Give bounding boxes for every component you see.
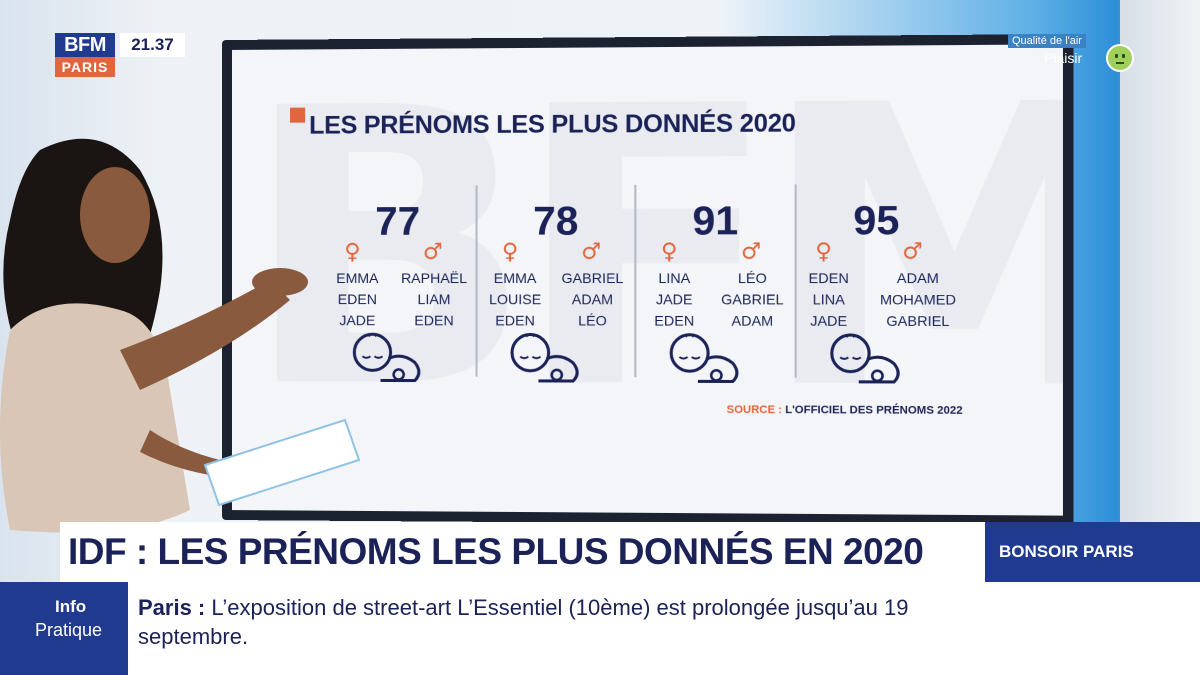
presenter-figure bbox=[0, 130, 380, 590]
show-name: BONSOIR PARIS bbox=[999, 522, 1134, 582]
baby-icon bbox=[665, 329, 747, 386]
male-icon: ♂ bbox=[423, 242, 443, 264]
male-icon: ♂ bbox=[741, 241, 761, 263]
title-square-icon bbox=[290, 108, 305, 123]
male-icon: ♂ bbox=[902, 241, 923, 263]
column-divider bbox=[476, 185, 478, 376]
department-number: 91 bbox=[638, 199, 792, 245]
source-text: L'OFFICIEL DES PRÉNOMS 2022 bbox=[785, 404, 962, 417]
department-columns: 77 ♀ ♂ EMMA EDEN JADE RAPHAËL LIAM EDEN bbox=[322, 188, 1061, 393]
show-badge: BONSOIR PARIS bbox=[985, 522, 1200, 582]
boy-name: ADAM bbox=[871, 268, 965, 289]
girl-name: EMMA bbox=[480, 268, 551, 289]
air-quality-value: Plaisir bbox=[1044, 50, 1082, 66]
boy-names: LÉO GABRIEL ADAM bbox=[716, 268, 788, 332]
boy-name: LIAM bbox=[399, 289, 470, 310]
logo-top: BFM bbox=[55, 33, 115, 57]
female-icon: ♀ bbox=[815, 241, 832, 263]
male-icon: ♂ bbox=[581, 242, 601, 264]
clock: 21.37 bbox=[120, 33, 185, 57]
boy-name: RAPHAËL bbox=[399, 268, 470, 289]
girl-names: LINA JADE EDEN bbox=[638, 268, 710, 332]
air-quality-title: Qualité de l'air bbox=[1008, 34, 1086, 48]
girl-name: EDEN bbox=[793, 268, 865, 289]
baby-icon bbox=[506, 328, 587, 385]
column-divider bbox=[634, 185, 636, 377]
ticker-text: Paris : L’exposition de street-art L’Ess… bbox=[138, 593, 968, 651]
female-icon: ♀ bbox=[661, 241, 678, 263]
girl-name: JADE bbox=[638, 289, 710, 310]
girl-name: LINA bbox=[638, 268, 710, 289]
ticker-label: Info Pratique bbox=[0, 582, 128, 675]
boy-names: ADAM MOHAMED GABRIEL bbox=[871, 268, 965, 332]
smiley-icon bbox=[1106, 44, 1134, 72]
boy-name: LÉO bbox=[716, 268, 788, 289]
department-column: 78 ♀ ♂ EMMA LOUISE EDEN GABRIEL ADAM LÉO bbox=[480, 189, 633, 391]
girl-name: LOUISE bbox=[480, 289, 551, 310]
department-number: 95 bbox=[799, 198, 955, 244]
girl-name: LINA bbox=[793, 289, 865, 310]
female-icon: ♀ bbox=[502, 242, 518, 264]
department-number: 78 bbox=[480, 199, 633, 245]
boy-names: GABRIEL ADAM LÉO bbox=[557, 268, 628, 332]
headline-band: IDF : LES PRÉNOMS LES PLUS DONNÉS EN 202… bbox=[60, 522, 985, 582]
source-label: SOURCE : bbox=[727, 404, 782, 416]
boy-name: GABRIEL bbox=[716, 289, 788, 310]
ticker-label-bottom: Pratique bbox=[35, 620, 102, 641]
ticker: Paris : L’exposition de street-art L’Ess… bbox=[128, 582, 1200, 675]
department-column: 95 ♀ ♂ EDEN LINA JADE ADAM MOHAMED GABRI… bbox=[799, 188, 955, 392]
logo-bottom: PARIS bbox=[55, 57, 115, 77]
air-quality-widget: Qualité de l'air Plaisir bbox=[1008, 34, 1138, 84]
headline: IDF : LES PRÉNOMS LES PLUS DONNÉS EN 202… bbox=[68, 522, 923, 582]
board-title: LES PRÉNOMS LES PLUS DONNÉS 2020 bbox=[309, 109, 796, 140]
boy-name: GABRIEL bbox=[557, 268, 628, 289]
girl-names: EDEN LINA JADE bbox=[793, 268, 865, 332]
boy-name: ADAM bbox=[557, 289, 628, 310]
girl-names: EMMA LOUISE EDEN bbox=[480, 268, 551, 332]
ticker-city: Paris : bbox=[138, 595, 205, 620]
boy-names: RAPHAËL LIAM EDEN bbox=[399, 268, 470, 331]
department-column: 91 ♀ ♂ LINA JADE EDEN LÉO GABRIEL ADAM bbox=[638, 189, 792, 392]
ticker-message: L’exposition de street-art L’Essentiel (… bbox=[138, 595, 908, 649]
ticker-label-top: Info bbox=[55, 597, 86, 617]
boy-name: MOHAMED bbox=[871, 289, 965, 310]
channel-logo: BFM PARIS bbox=[55, 33, 115, 77]
baby-icon bbox=[826, 329, 909, 386]
source-line: SOURCE : L'OFFICIEL DES PRÉNOMS 2022 bbox=[727, 404, 963, 417]
studio-pillar bbox=[1120, 0, 1200, 560]
